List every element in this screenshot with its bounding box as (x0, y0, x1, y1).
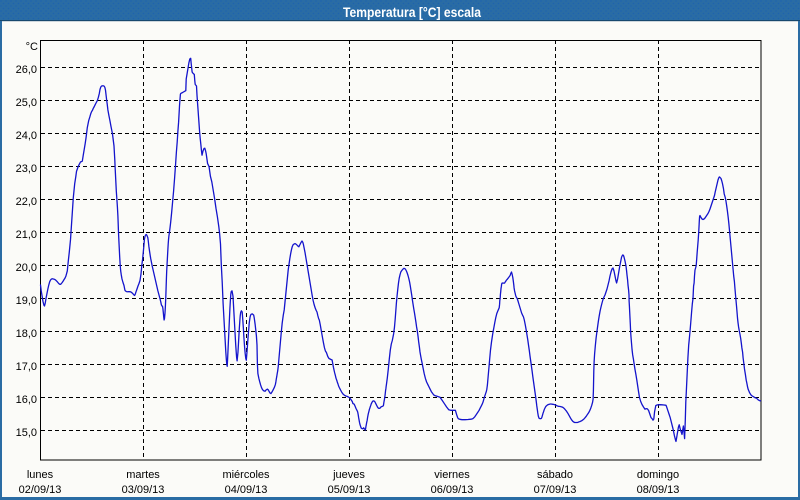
svg-text:25,0: 25,0 (16, 97, 37, 109)
svg-text:jueves: jueves (332, 469, 365, 481)
svg-text:17,0: 17,0 (16, 361, 37, 373)
svg-text:miércoles: miércoles (222, 469, 270, 481)
svg-text:15,0: 15,0 (16, 427, 37, 439)
svg-text:05/09/13: 05/09/13 (328, 484, 371, 496)
svg-text:19,0: 19,0 (16, 295, 37, 307)
svg-text:03/09/13: 03/09/13 (122, 484, 165, 496)
svg-text:26,0: 26,0 (16, 64, 37, 76)
svg-text:04/09/13: 04/09/13 (225, 484, 268, 496)
svg-text:16,0: 16,0 (16, 394, 37, 406)
svg-text:Temperatura [°C] escala: Temperatura [°C] escala (343, 4, 481, 20)
svg-text:lunes: lunes (27, 469, 54, 481)
svg-text:06/09/13: 06/09/13 (431, 484, 474, 496)
svg-text:domingo: domingo (637, 469, 679, 481)
svg-text:20,0: 20,0 (16, 262, 37, 274)
svg-text:24,0: 24,0 (16, 130, 37, 142)
svg-text:22,0: 22,0 (16, 196, 37, 208)
svg-text:08/09/13: 08/09/13 (637, 484, 680, 496)
svg-text:viernes: viernes (434, 469, 470, 481)
svg-text:martes: martes (126, 469, 160, 481)
svg-text:07/09/13: 07/09/13 (534, 484, 577, 496)
svg-text:21,0: 21,0 (16, 229, 37, 241)
svg-text:sábado: sábado (537, 469, 573, 481)
svg-text:18,0: 18,0 (16, 328, 37, 340)
svg-text:°C: °C (26, 41, 38, 53)
svg-text:23,0: 23,0 (16, 163, 37, 175)
svg-text:02/09/13: 02/09/13 (19, 484, 62, 496)
